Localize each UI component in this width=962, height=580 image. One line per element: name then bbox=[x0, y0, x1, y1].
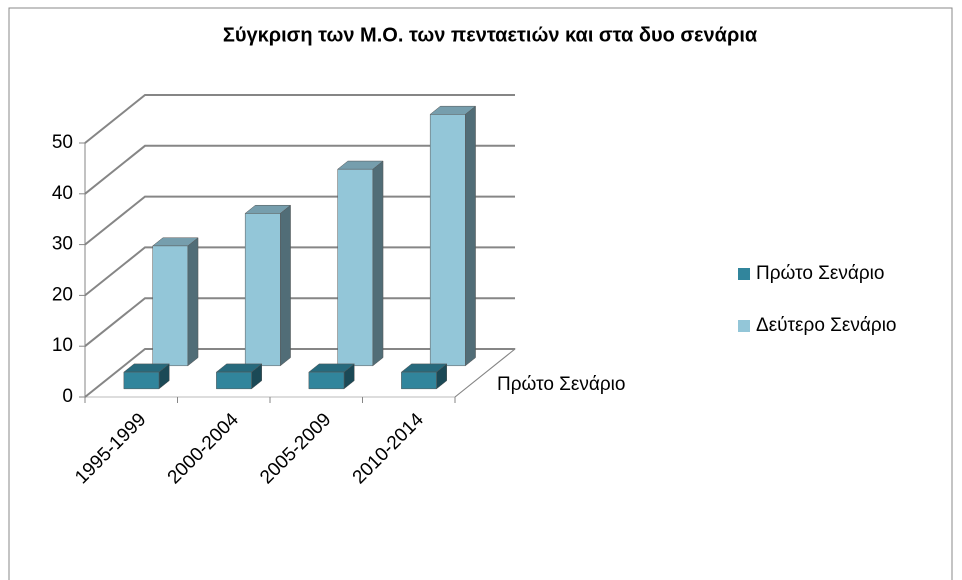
y-tick-label: 40 bbox=[52, 183, 73, 204]
legend-swatch bbox=[738, 320, 750, 332]
chart-title: Σύγκριση των Μ.Ο. των πενταετιών και στα… bbox=[223, 24, 758, 46]
y-tick-label: 30 bbox=[52, 234, 73, 255]
y-tick-label: 0 bbox=[62, 386, 73, 407]
series-axis bbox=[454, 348, 516, 398]
bar bbox=[429, 114, 466, 367]
grid-line bbox=[84, 144, 515, 195]
bar bbox=[123, 371, 160, 390]
grid-line bbox=[84, 246, 515, 297]
legend-swatch bbox=[738, 268, 750, 280]
grid-line bbox=[84, 297, 515, 347]
y-tick-label: 50 bbox=[52, 132, 73, 153]
legend-label: Πρώτο Σενάριο bbox=[756, 263, 884, 284]
bar-side bbox=[372, 160, 384, 367]
bar bbox=[216, 371, 252, 390]
series-axis-label: Πρώτο Σενάριο bbox=[497, 374, 625, 395]
y-tick-label: 20 bbox=[52, 284, 73, 305]
bar bbox=[401, 371, 437, 390]
bar bbox=[244, 213, 281, 367]
bar-side bbox=[465, 105, 476, 367]
bar bbox=[152, 245, 189, 367]
bar bbox=[337, 168, 374, 367]
bar bbox=[308, 371, 345, 390]
bar-side bbox=[187, 237, 199, 367]
bar-side bbox=[280, 204, 291, 367]
chart-border bbox=[8, 7, 953, 580]
legend-label: Δεύτερο Σενάριο bbox=[756, 315, 896, 336]
grid-line bbox=[84, 348, 515, 398]
y-tick-label: 10 bbox=[52, 335, 73, 356]
grid-line bbox=[84, 195, 515, 246]
grid-line bbox=[84, 94, 515, 144]
